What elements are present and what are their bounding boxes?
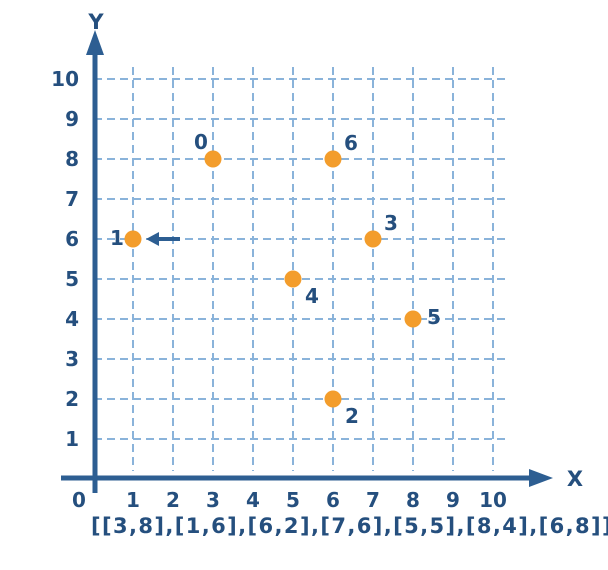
- data-points: 0 1 2 3 4 5 6: [110, 130, 441, 428]
- x-tick-label: 2: [166, 488, 180, 512]
- y-tick-label: 10: [51, 67, 79, 91]
- y-tick-label: 5: [65, 267, 79, 291]
- data-point: [324, 150, 342, 168]
- point-index-label: 4: [305, 284, 319, 308]
- y-tick-label: 8: [65, 147, 79, 171]
- point-index-label: 5: [427, 305, 441, 329]
- grid-lines: [94, 67, 508, 471]
- x-tick-label: 10: [479, 488, 507, 512]
- point-list-caption: [[3,8],[1,6],[6,2],[7,6],[5,5],[8,4],[6,…: [91, 514, 608, 538]
- x-tick-label: 3: [206, 488, 220, 512]
- y-tick-label: 9: [65, 107, 79, 131]
- y-tick-label: 4: [65, 307, 79, 331]
- y-axis-label: Y: [87, 10, 104, 34]
- x-tick-label: 9: [446, 488, 460, 512]
- point-index-label: 6: [344, 131, 358, 155]
- left-arrow-annotation-head: [146, 232, 159, 246]
- point-index-label: 0: [194, 130, 208, 154]
- x-axis-label: X: [567, 467, 583, 491]
- data-point: [124, 230, 142, 248]
- y-tick-label: 7: [65, 187, 79, 211]
- data-point: [404, 310, 422, 328]
- x-tick-label: 6: [326, 488, 340, 512]
- point-index-label: 3: [384, 211, 398, 235]
- data-point: [204, 150, 222, 168]
- point-index-label: 2: [345, 404, 359, 428]
- y-tick-label: 1: [65, 427, 79, 451]
- point-index-label: 1: [110, 226, 124, 250]
- x-tick-label: 5: [286, 488, 300, 512]
- x-tick-label: 1: [126, 488, 140, 512]
- data-point: [284, 270, 302, 288]
- y-tick-label: 2: [65, 387, 79, 411]
- y-axis-arrowhead: [86, 30, 104, 55]
- x-tick-label: 7: [366, 488, 380, 512]
- x-tick-label: 0: [72, 488, 86, 512]
- data-point: [364, 230, 382, 248]
- x-axis-arrowhead: [529, 469, 553, 487]
- data-point: [324, 390, 342, 408]
- x-tick-label: 8: [406, 488, 420, 512]
- y-tick-label: 6: [65, 227, 79, 251]
- x-tick-label: 4: [246, 488, 260, 512]
- y-tick-label: 3: [65, 347, 79, 371]
- axes: [61, 30, 553, 493]
